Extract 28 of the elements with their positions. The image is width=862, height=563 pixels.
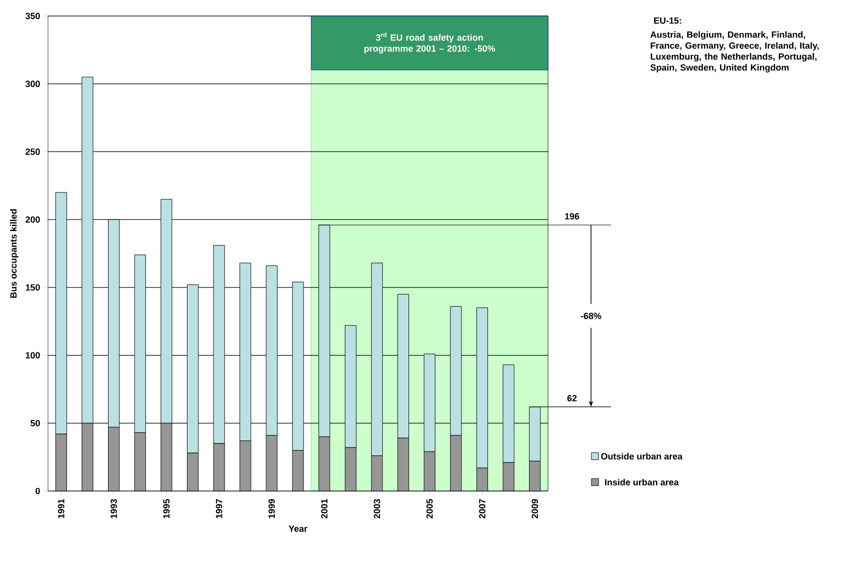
x-tick-label: 2001 [321,499,328,518]
band-label: 3$^{rd}$ EU road safety action programme 2001 – 2010: -50% [364,32,496,54]
text: EU-15: [654,18,682,24]
x-tick-label: 2007 [479,499,486,518]
y-tick-label: 50 [30,420,40,426]
x-tick-label: 1993 [110,499,117,518]
x-axis-title: Year [288,526,308,532]
x-tick-label: 1991 [58,499,64,518]
ref-line-label: 196 [565,213,580,220]
x-tick-label: 2005 [426,499,433,518]
y-tick-label: 0 [36,488,40,494]
legend-label: Outside urban area [601,452,683,460]
text: -68% [580,312,602,320]
x-tick-label: 2009 [532,499,538,518]
y-tick-label: 100 [26,352,40,358]
legend-label: Inside urban area [605,478,679,486]
x-tick-label: 1997 [216,499,222,518]
x-tick-label: 1995 [163,499,170,518]
x-tick-label: 1999 [268,499,275,518]
y-tick-label: 200 [26,216,40,223]
y-tick-label: 250 [26,148,40,155]
y-tick-label: 150 [26,284,40,291]
y-axis-title: Bus occupants killed [10,209,18,298]
x-tick-label: 2003 [374,499,380,518]
text: Austria, Belgium, Denmark, Finland, France, Germany, Greece, Ireland, Italy, Luxemburg, the Netherlands, Portugal, Spain, Sweden, United Kingdom [650,31,819,72]
y-tick-label: 300 [25,80,40,88]
ref-line-label: 62 [567,394,577,402]
y-tick-label: 350 [25,12,40,20]
